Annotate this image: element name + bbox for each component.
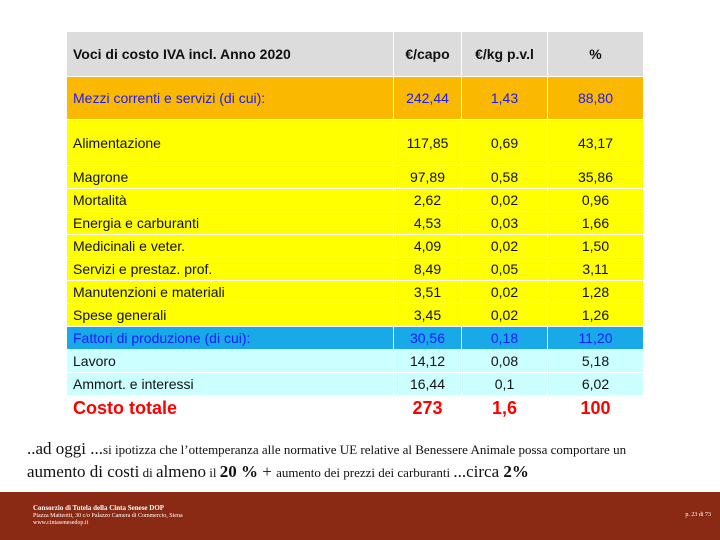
page-number: p. 23 di 73 [685,512,711,518]
row-kg: 0,58 [461,165,548,189]
row-pct: 0,96 [547,188,644,212]
row-label: Energia e carburanti [66,211,394,235]
row-pct: 35,86 [547,165,644,189]
row-kg: 0,1 [461,372,548,396]
row-kg: 0,05 [461,257,548,281]
row-capo: 16,44 [393,372,462,396]
row-kg: 0,03 [461,211,548,235]
row-kg: 0,18 [461,326,548,350]
total-row: Costo totale 273 1,6 100 [66,395,644,422]
row-capo: 30,56 [393,326,462,350]
header-kg: €/kg p.v.l [461,31,548,77]
row-label: Alimentazione [66,119,394,166]
note-il: il [206,465,220,480]
footer-website-link[interactable]: www.cintasenesedop.it [33,520,89,526]
row-capo: 4,09 [393,234,462,258]
row-label: Spese generali [66,303,394,327]
row-capo: 3,45 [393,303,462,327]
footer-bar: Consorzio di Tutela della Cinta Senese D… [0,492,720,540]
footer-address: Piazza Matteotti, 30 c/o Palazzo Camera … [33,513,183,519]
note-plus: + [258,462,277,481]
row-pct: 6,02 [547,372,644,396]
note-text: si ipotizza che l’ottemperanza alle norm… [103,442,627,457]
note-percent-20: 20 % [219,462,259,481]
row-label: Lavoro [66,349,394,373]
row-label: Mortalità [66,188,394,212]
row-capo: 4,53 [393,211,462,235]
header-label: Voci di costo IVA incl. Anno 2020 [66,31,394,77]
table-row: Ammort. e interessi 16,44 0,1 6,02 [66,372,644,396]
row-kg: 0,08 [461,349,548,373]
row-capo: 117,85 [393,119,462,166]
row-pct: 88,80 [547,76,644,120]
footer-org: Consorzio di Tutela della Cinta Senese D… [33,504,165,512]
table-row: Spese generali 3,45 0,02 1,26 [66,303,644,327]
table-row: Energia e carburanti 4,53 0,03 1,66 [66,211,644,235]
note-increase: aumento di costi [27,462,140,481]
row-pct: 3,11 [547,257,644,281]
table-row: Servizi e prestaz. prof. 8,49 0,05 3,11 [66,257,644,281]
row-pct: 1,66 [547,211,644,235]
header-pct: % [547,31,644,77]
row-capo: 8,49 [393,257,462,281]
table-row: Manutenzioni e materiali 3,51 0,02 1,28 [66,280,644,304]
footnote: ..ad oggi ...si ipotizza che l’ottempera… [27,438,707,484]
table-row: Mezzi correnti e servizi (di cui): 242,4… [66,76,644,120]
row-capo: 3,51 [393,280,462,304]
row-capo: 97,89 [393,165,462,189]
note-fuel: aumento dei prezzi dei carburanti [276,465,454,480]
table-row: Medicinali e veter. 4,09 0,02 1,50 [66,234,644,258]
header-capo: €/capo [393,31,462,77]
row-kg: 0,69 [461,119,548,166]
row-pct: 1,26 [547,303,644,327]
row-pct: 11,20 [547,326,644,350]
table-row: Lavoro 14,12 0,08 5,18 [66,349,644,373]
total-capo: 273 [393,395,462,422]
row-label: Medicinali e veter. [66,234,394,258]
row-label: Fattori di produzione (di cui): [66,326,394,350]
note-intro: ..ad oggi [27,439,91,458]
total-label: Costo totale [66,395,394,422]
row-pct: 43,17 [547,119,644,166]
row-pct: 1,28 [547,280,644,304]
cost-table: Voci di costo IVA incl. Anno 2020 €/capo… [66,31,644,422]
row-kg: 1,43 [461,76,548,120]
row-label: Magrone [66,165,394,189]
row-label: Ammort. e interessi [66,372,394,396]
table-header-row: Voci di costo IVA incl. Anno 2020 €/capo… [66,31,644,77]
row-label: Servizi e prestaz. prof. [66,257,394,281]
table-row: Mortalità 2,62 0,02 0,96 [66,188,644,212]
row-pct: 5,18 [547,349,644,373]
table-row: Alimentazione 117,85 0,69 43,17 [66,119,644,166]
row-pct: 1,50 [547,234,644,258]
note-almeno: almeno [156,462,207,481]
note-circa: ...circa [453,462,504,481]
row-kg: 0,02 [461,280,548,304]
row-kg: 0,02 [461,303,548,327]
row-kg: 0,02 [461,188,548,212]
row-capo: 2,62 [393,188,462,212]
row-kg: 0,02 [461,234,548,258]
total-kg: 1,6 [461,395,548,422]
row-label: Mezzi correnti e servizi (di cui): [66,76,394,120]
note-di: di [139,465,156,480]
note-percent-2: 2% [503,462,529,481]
table-row: Magrone 97,89 0,58 35,86 [66,165,644,189]
row-capo: 14,12 [393,349,462,373]
total-pct: 100 [547,395,644,422]
table-row: Fattori di produzione (di cui): 30,56 0,… [66,326,644,350]
row-label: Manutenzioni e materiali [66,280,394,304]
row-capo: 242,44 [393,76,462,120]
note-ellipsis: ... [90,439,104,458]
